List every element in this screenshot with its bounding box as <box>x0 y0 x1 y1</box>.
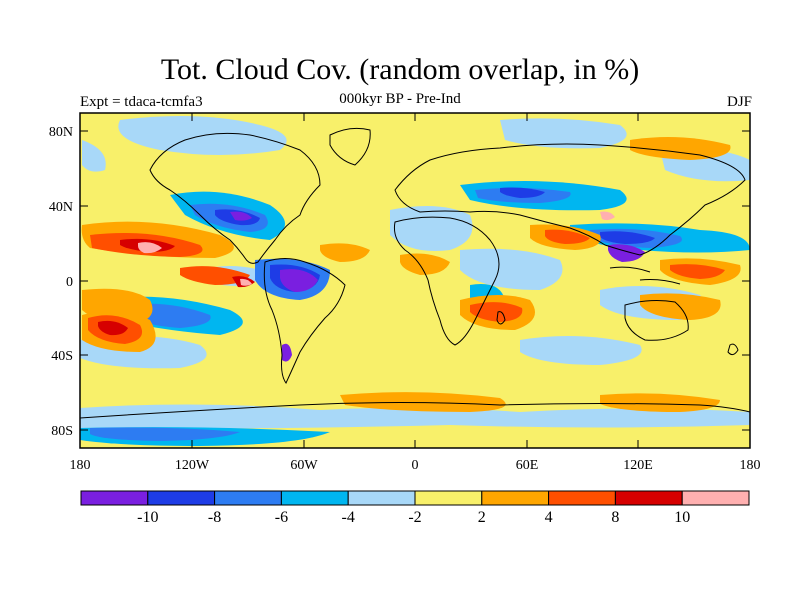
lon-label: 60W <box>290 458 318 473</box>
colorbar-tick-label: 8 <box>611 509 619 526</box>
colorbar-swatch <box>280 490 349 506</box>
colorbar-swatch <box>147 490 216 506</box>
colorbar-swatch <box>214 490 282 506</box>
pink-patches <box>138 211 615 286</box>
map-title: Tot. Cloud Cov. (random overlap, in %) <box>160 53 640 86</box>
lat-label: 40S <box>51 349 73 364</box>
colorbar-swatch <box>80 490 149 506</box>
colorbar-tick-label: 4 <box>545 509 553 526</box>
season-label: DJF <box>726 94 752 110</box>
colorbar-tick-label: 10 <box>674 509 690 526</box>
map-subtitle: 000kyr BP - Pre-Ind <box>339 91 461 107</box>
longitude-labels: 180 120W 60W 0 60E 120E 180 <box>70 458 761 473</box>
lat-label: 0 <box>66 275 73 290</box>
colorbar <box>80 490 750 506</box>
coastlines <box>80 127 750 419</box>
colorbar-swatch <box>548 490 616 506</box>
colorbar-swatch <box>681 490 750 506</box>
colorbar-tick-label: -8 <box>208 509 221 526</box>
lat-label: 80S <box>51 424 73 439</box>
lon-label: 180 <box>70 458 91 473</box>
colorbar-labels: -10 -8 -6 -4 -2 2 4 8 10 <box>137 509 690 526</box>
lon-label: 120W <box>175 458 210 473</box>
colorbar-tick-label: 2 <box>478 509 486 526</box>
colorbar-tick-label: -2 <box>408 509 421 526</box>
colorbar-swatch <box>481 490 550 506</box>
colorbar-tick-label: -6 <box>275 509 288 526</box>
anomaly-field <box>80 113 750 448</box>
lon-label: 180 <box>740 458 761 473</box>
colorbar-swatch <box>614 490 683 506</box>
lat-label: 80N <box>49 125 73 140</box>
latitude-labels: 80N 40N 0 40S 80S <box>49 125 73 439</box>
colorbar-tick-label: -10 <box>137 509 158 526</box>
lon-label: 0 <box>412 458 419 473</box>
colorbar-swatch <box>414 490 483 506</box>
colorbar-tick-label: -4 <box>342 509 355 526</box>
experiment-label: Expt = tdaca-tcmfa3 <box>80 94 203 110</box>
lon-label: 60E <box>516 458 539 473</box>
colorbar-swatch <box>347 490 416 506</box>
lat-label: 40N <box>49 200 73 215</box>
lon-label: 120E <box>623 458 653 473</box>
tick-marks <box>80 113 750 448</box>
